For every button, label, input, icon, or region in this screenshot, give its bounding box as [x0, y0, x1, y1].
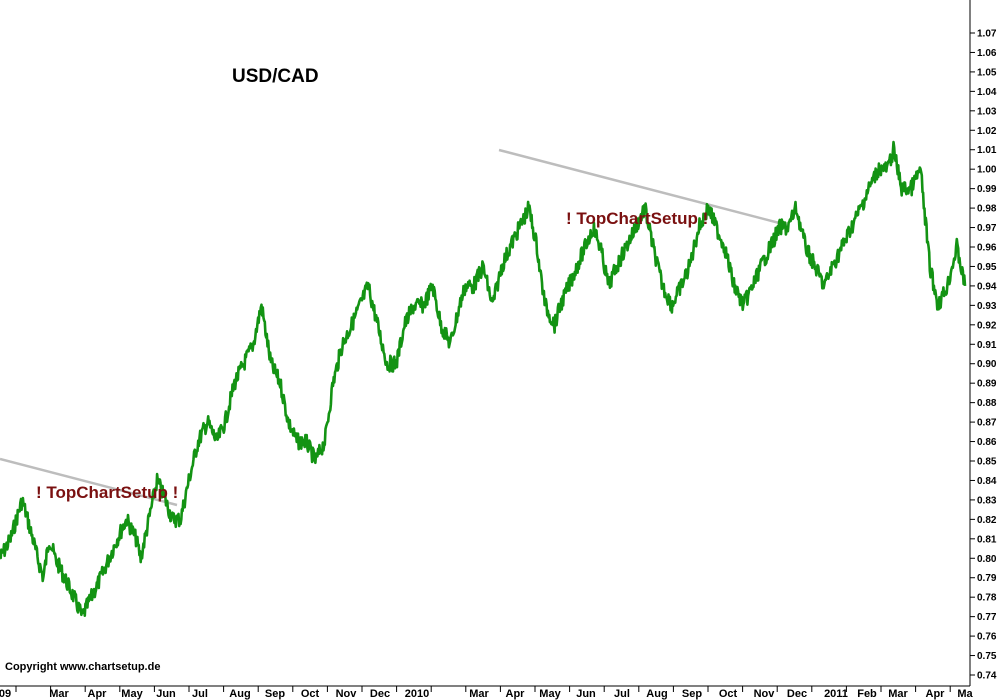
x-tick-label: Mar [888, 688, 908, 700]
trendlines [0, 148, 788, 507]
trendline-1 [0, 457, 178, 507]
x-tick-label: Dec [370, 688, 390, 700]
y-tick-label: 0.82 [977, 515, 997, 526]
y-tick-label: 0.80 [977, 554, 997, 565]
y-tick-label: 0.93 [977, 301, 997, 312]
y-tick-label: 1.04 [977, 87, 997, 98]
x-tick-label: 2010 [405, 688, 429, 700]
price-series [0, 140, 967, 618]
x-tick-label: Sep [265, 688, 285, 700]
y-tick-label: 0.92 [977, 320, 997, 331]
annotation-1: ! TopChartSetup ! [36, 483, 178, 502]
x-tick-label: Mar [469, 688, 489, 700]
y-tick-label: 1.03 [977, 106, 997, 117]
x-tick-label: Sep [682, 688, 702, 700]
y-ticks: 0.74 0.75 0.76 0.77 0.78 0.79 0.80 0.81 0.82 0.83… [970, 29, 997, 682]
y-tick-label: 0.83 [977, 495, 997, 506]
y-tick-label: 0.94 [977, 281, 997, 292]
y-tick-label: 0.74 [977, 671, 997, 682]
x-tick-label: Feb [857, 688, 877, 700]
y-tick-label: 1.00 [977, 165, 997, 176]
y-tick-label: 0.97 [977, 223, 997, 234]
x-tick-label: Jun [576, 688, 596, 700]
x-tick-label: Jun [156, 688, 176, 700]
y-tick-label: 0.75 [977, 651, 997, 662]
x-tick-label: Ma [957, 688, 973, 700]
y-tick-label: 0.99 [977, 184, 997, 195]
x-tick-label: May [121, 688, 143, 700]
x-tick-label: Nov [754, 688, 776, 700]
y-tick-label: 1.06 [977, 48, 997, 59]
x-tick-label: Oct [301, 688, 320, 700]
x-tick-label: Apr [926, 688, 946, 700]
y-tick-label: 0.77 [977, 612, 997, 623]
x-tick-label: 09 [0, 688, 11, 700]
y-tick-label: 1.02 [977, 126, 997, 137]
trendline-2 [498, 148, 788, 227]
y-tick-label: 1.05 [977, 67, 997, 78]
y-tick-label: 0.78 [977, 593, 997, 604]
x-ticks: 09 Mar Apr May Jun Jul Aug Sep Oct Nov Dec 2010 Mar A… [0, 686, 974, 700]
y-tick-label: 0.85 [977, 457, 997, 468]
chart-title: USD/CAD [232, 66, 319, 87]
x-tick-label: Oct [719, 688, 738, 700]
x-tick-label: Apr [506, 688, 526, 700]
y-tick-label: 0.87 [977, 418, 997, 429]
series-line [0, 140, 967, 618]
x-tick-label: Jul [192, 688, 208, 700]
x-tick-label: Nov [336, 688, 358, 700]
y-tick-label: 0.76 [977, 632, 997, 643]
y-tick-label: 1.07 [977, 29, 997, 40]
x-tick-label: 2011 [824, 688, 848, 700]
y-tick-label: 0.84 [977, 476, 997, 487]
y-tick-label: 0.91 [977, 340, 997, 351]
x-tick-label: Apr [88, 688, 108, 700]
annotation-2: ! TopChartSetup ! [566, 209, 708, 228]
y-tick-label: 0.98 [977, 204, 997, 215]
y-tick-label: 0.81 [977, 534, 997, 545]
y-tick-label: 0.88 [977, 398, 997, 409]
copyright-label: Copyright www.chartsetup.de [5, 661, 160, 673]
x-tick-label: Dec [787, 688, 807, 700]
y-tick-label: 0.79 [977, 573, 997, 584]
y-tick-label: 0.95 [977, 262, 997, 273]
x-tick-label: Aug [646, 688, 667, 700]
y-tick-label: 0.89 [977, 379, 997, 390]
x-tick-label: Mar [49, 688, 69, 700]
y-tick-label: 0.96 [977, 243, 997, 254]
x-tick-label: May [539, 688, 561, 700]
x-tick-label: Jul [614, 688, 630, 700]
y-tick-label: 0.90 [977, 359, 997, 370]
x-tick-label: Aug [229, 688, 250, 700]
y-tick-label: 1.01 [977, 145, 997, 156]
y-tick-label: 0.86 [977, 437, 997, 448]
